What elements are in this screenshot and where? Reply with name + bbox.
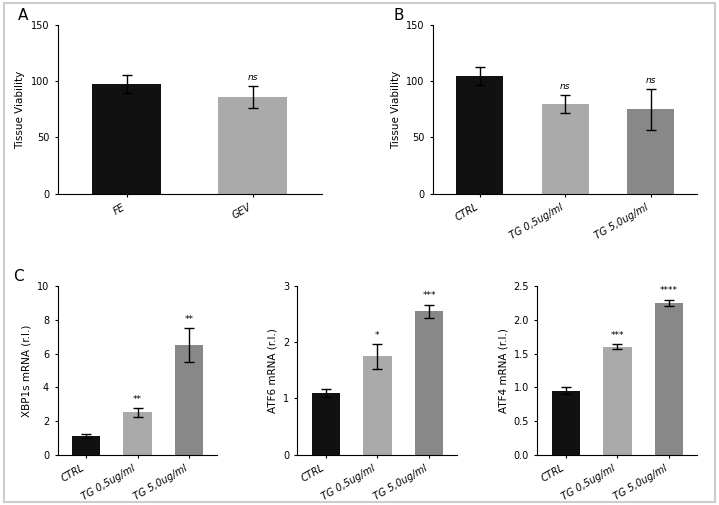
Text: **: ** xyxy=(185,315,193,324)
Bar xyxy=(175,345,203,454)
Text: C: C xyxy=(13,269,23,284)
Y-axis label: XBP1s mRNA (r.l.): XBP1s mRNA (r.l.) xyxy=(22,324,32,417)
Bar xyxy=(218,97,288,193)
Text: A: A xyxy=(18,9,28,23)
Text: ****: **** xyxy=(660,286,678,295)
Bar xyxy=(311,393,340,454)
Y-axis label: ATF6 mRNA (r.l.): ATF6 mRNA (r.l.) xyxy=(267,328,278,413)
Bar xyxy=(363,357,392,454)
Bar xyxy=(603,347,631,454)
Bar xyxy=(124,413,152,454)
Bar xyxy=(551,390,580,454)
Bar xyxy=(541,104,589,193)
Text: *: * xyxy=(375,331,380,340)
Bar xyxy=(92,84,161,193)
Text: ns: ns xyxy=(247,73,258,82)
Text: ***: *** xyxy=(610,331,624,340)
Y-axis label: Tissue Viability: Tissue Viability xyxy=(15,70,25,148)
Bar xyxy=(415,312,444,454)
Text: ***: *** xyxy=(422,291,436,300)
Bar xyxy=(457,76,503,193)
Text: **: ** xyxy=(133,395,142,404)
Bar xyxy=(655,303,683,454)
Bar xyxy=(627,110,674,193)
Text: ns: ns xyxy=(560,82,570,90)
Text: ns: ns xyxy=(645,76,656,85)
Text: B: B xyxy=(393,9,404,23)
Y-axis label: ATF4 mRNA (r.l.): ATF4 mRNA (r.l.) xyxy=(498,328,508,413)
Bar xyxy=(72,436,100,454)
Y-axis label: Tissue Viability: Tissue Viability xyxy=(390,70,400,148)
